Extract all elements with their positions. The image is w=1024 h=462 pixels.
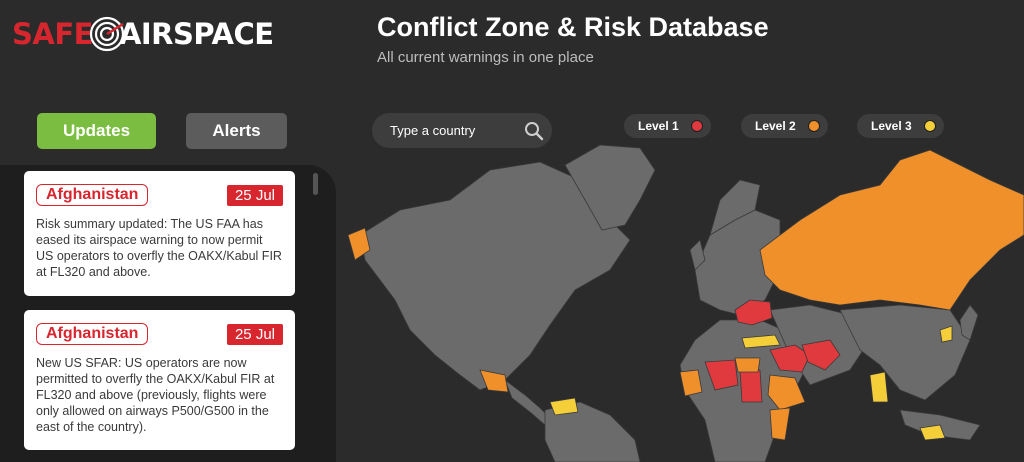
date-badge: 25 Jul bbox=[226, 323, 283, 345]
level-2-filter[interactable]: Level 2 bbox=[741, 114, 828, 138]
map-alaska-level2 bbox=[347, 227, 371, 261]
map-south-america bbox=[544, 401, 641, 462]
map-uk bbox=[689, 239, 706, 271]
safeairspace-logo[interactable]: SAFE AIRSPACE bbox=[12, 10, 274, 58]
updates-button[interactable]: Updates bbox=[37, 113, 156, 149]
update-card[interactable]: Afghanistan 25 Jul Risk summary updated:… bbox=[24, 171, 295, 296]
search-input[interactable] bbox=[372, 113, 552, 148]
alerts-button[interactable]: Alerts bbox=[186, 113, 287, 149]
update-text: Risk summary updated: The US FAA has eas… bbox=[36, 217, 282, 279]
map-west-africa-level2 bbox=[679, 369, 703, 397]
map-japan bbox=[959, 304, 979, 341]
map-russia-level2 bbox=[759, 149, 1024, 311]
country-tag[interactable]: Afghanistan bbox=[36, 323, 149, 345]
map-indonesia-level3 bbox=[919, 424, 946, 441]
map-afghanistan-level1 bbox=[801, 339, 841, 371]
map-sudan-level1 bbox=[739, 369, 763, 403]
level-3-dot bbox=[924, 120, 936, 132]
logo-text-safe: SAFE bbox=[12, 17, 93, 51]
update-card[interactable]: Afghanistan 25 Jul New US SFAR: US opera… bbox=[24, 310, 295, 450]
map-scandinavia bbox=[709, 179, 761, 236]
map-asia bbox=[839, 304, 971, 401]
country-tag[interactable]: Afghanistan bbox=[36, 184, 149, 206]
map-north-america bbox=[359, 161, 631, 391]
radar-icon bbox=[89, 16, 125, 52]
map-mexico-level2 bbox=[479, 369, 509, 393]
panel-scrollbar[interactable] bbox=[313, 173, 318, 195]
page-title: Conflict Zone & Risk Database bbox=[377, 12, 769, 42]
map-arabia-level2 bbox=[767, 374, 806, 411]
level-1-label: Level 1 bbox=[638, 119, 679, 133]
map-middle-east-level1 bbox=[769, 344, 811, 373]
map-somalia-level2 bbox=[769, 407, 791, 441]
map-libya-level1 bbox=[704, 359, 739, 391]
page-subtitle: All current warnings in one place bbox=[377, 49, 594, 66]
logo-text-airspace: AIRSPACE bbox=[118, 17, 274, 51]
map-se-asia-level3 bbox=[869, 371, 889, 403]
map-turkey-level3 bbox=[741, 334, 781, 349]
search-icon[interactable] bbox=[524, 121, 544, 141]
level-1-filter[interactable]: Level 1 bbox=[624, 114, 711, 138]
map-korea-level3 bbox=[939, 325, 953, 343]
date-badge: 25 Jul bbox=[226, 184, 283, 206]
level-3-filter[interactable]: Level 3 bbox=[857, 114, 944, 138]
map-egypt-level2 bbox=[734, 357, 761, 373]
level-1-dot bbox=[691, 120, 703, 132]
level-2-dot bbox=[808, 120, 820, 132]
update-text: New US SFAR: US operators are now permit… bbox=[36, 356, 275, 434]
world-risk-map[interactable] bbox=[340, 140, 1024, 462]
level-2-label: Level 2 bbox=[755, 119, 796, 133]
map-venezuela-level3 bbox=[549, 397, 579, 416]
map-greenland bbox=[564, 144, 656, 231]
level-3-label: Level 3 bbox=[871, 119, 912, 133]
map-ukraine-level1 bbox=[734, 299, 773, 326]
